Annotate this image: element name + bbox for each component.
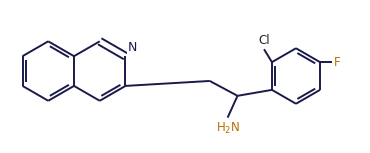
- Text: H$_2$N: H$_2$N: [216, 121, 240, 136]
- Text: N: N: [128, 41, 137, 54]
- Text: F: F: [334, 56, 340, 69]
- Text: Cl: Cl: [258, 34, 270, 47]
